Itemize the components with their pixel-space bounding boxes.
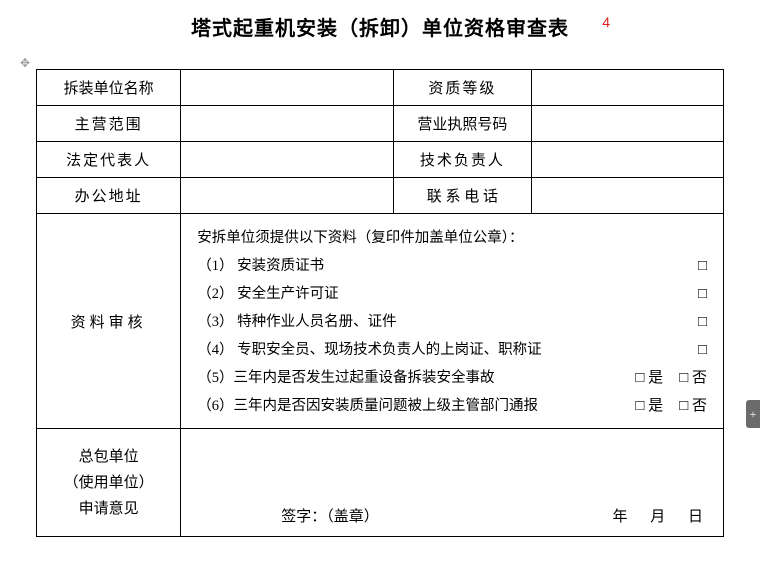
label-address: 办公地址 [37, 178, 181, 214]
docs-item-5: （5）三年内是否发生过起重设备拆装安全事故 □ 是 □ 否 [197, 364, 707, 392]
label-unit-name: 拆装单位名称 [37, 70, 181, 106]
docs-item-6: （6）三年内是否因安装质量问题被上级主管部门通报 □ 是 □ 否 [197, 392, 707, 420]
docs-intro: 安拆单位须提供以下资料（复印件加盖单位公章）： [197, 224, 707, 252]
value-unit-name [181, 70, 394, 106]
docs-item-text: （2） 安全生产许可证 [197, 280, 338, 308]
docs-item-text: （4） 专职安全员、现场技术负责人的上岗证、职称证 [197, 336, 541, 364]
docs-item-text: （5）三年内是否发生过起重设备拆装安全事故 [197, 364, 494, 392]
opinion-body: 签字：（盖章） 年 月 日 [181, 429, 724, 537]
value-phone [531, 178, 723, 214]
form-table: 拆装单位名称 资质等级 主营范围 营业执照号码 法定代表人 技术负责人 办公地址… [36, 69, 724, 537]
label-docs-review: 资料审核 [37, 214, 181, 429]
opinion-l3: 申请意见 [37, 496, 180, 522]
checkbox-yes[interactable]: □ 是 [627, 392, 663, 420]
checkbox-icon[interactable]: □ [690, 252, 707, 280]
table-row: 拆装单位名称 资质等级 [37, 70, 724, 106]
docs-intro-text: 安拆单位须提供以下资料（复印件加盖单位公章）： [197, 224, 523, 252]
docs-item-text: （1） 安装资质证书 [197, 252, 324, 280]
table-row: 法定代表人 技术负责人 [37, 142, 724, 178]
label-phone: 联 系 电 话 [394, 178, 531, 214]
value-address [181, 178, 394, 214]
date-month: 月 [631, 505, 665, 526]
table-row-opinion: 总包单位 （使用单位） 申请意见 签字：（盖章） 年 月 日 [37, 429, 724, 537]
opinion-l2: （使用单位） [37, 470, 180, 496]
opinion-l1: 总包单位 [37, 444, 180, 470]
checkbox-icon[interactable]: □ [690, 308, 707, 336]
edge-tab-icon[interactable]: + [746, 400, 760, 428]
date-year: 年 [594, 505, 628, 526]
value-legal-rep [181, 142, 394, 178]
docs-item-2: （2） 安全生产许可证 □ [197, 280, 707, 308]
docs-item-text: （3） 特种作业人员名册、证件 [197, 308, 396, 336]
docs-item-3: （3） 特种作业人员名册、证件 □ [197, 308, 707, 336]
form-table-wrap: 拆装单位名称 资质等级 主营范围 营业执照号码 法定代表人 技术负责人 办公地址… [36, 69, 724, 537]
label-scope: 主营范围 [37, 106, 181, 142]
label-qual-level: 资质等级 [394, 70, 531, 106]
label-legal-rep: 法定代表人 [37, 142, 181, 178]
checkbox-yes[interactable]: □ 是 [627, 364, 663, 392]
table-row-docs: 资料审核 安拆单位须提供以下资料（复印件加盖单位公章）： （1） 安装资质证书 … [37, 214, 724, 429]
signature-label: 签字：（盖章） [281, 505, 379, 526]
value-scope [181, 106, 394, 142]
label-tech-lead: 技术负责人 [394, 142, 531, 178]
checkbox-icon[interactable]: □ [690, 336, 707, 364]
value-qual-level [531, 70, 723, 106]
label-license-no: 营业执照号码 [394, 106, 531, 142]
checkbox-no[interactable]: □ 否 [663, 364, 707, 392]
date-placeholder: 年 月 日 [594, 505, 704, 526]
date-day: 日 [669, 505, 703, 526]
value-tech-lead [531, 142, 723, 178]
page-title: 塔式起重机安装（拆卸）单位资格审查表 [191, 18, 569, 40]
docs-item-1: （1） 安装资质证书 □ [197, 252, 707, 280]
anchor-icon: ✥ [20, 56, 30, 71]
title-row: 塔式起重机安装（拆卸）单位资格审查表 4 [0, 0, 760, 49]
checkbox-icon[interactable]: □ [690, 280, 707, 308]
docs-cell: 安拆单位须提供以下资料（复印件加盖单位公章）： （1） 安装资质证书 □ （2）… [181, 214, 724, 429]
value-license-no [531, 106, 723, 142]
label-opinion: 总包单位 （使用单位） 申请意见 [37, 429, 181, 537]
table-row: 办公地址 联 系 电 话 [37, 178, 724, 214]
table-row: 主营范围 营业执照号码 [37, 106, 724, 142]
checkbox-no[interactable]: □ 否 [663, 392, 707, 420]
docs-item-text: （6）三年内是否因安装质量问题被上级主管部门通报 [197, 392, 538, 420]
page-number: 4 [602, 14, 610, 30]
signature-line: 签字：（盖章） 年 月 日 [281, 505, 703, 526]
docs-item-4: （4） 专职安全员、现场技术负责人的上岗证、职称证 □ [197, 336, 707, 364]
